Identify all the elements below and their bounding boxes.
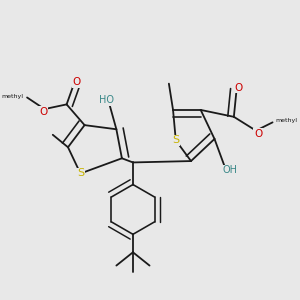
- Text: OH: OH: [223, 165, 238, 175]
- Text: S: S: [172, 135, 179, 145]
- Text: methyl: methyl: [2, 94, 24, 99]
- Text: S: S: [77, 169, 84, 178]
- Text: HO: HO: [99, 95, 114, 105]
- Text: methyl: methyl: [276, 118, 298, 124]
- Text: O: O: [39, 107, 47, 117]
- Text: O: O: [73, 77, 81, 87]
- Text: O: O: [234, 83, 242, 93]
- Text: O: O: [254, 129, 262, 139]
